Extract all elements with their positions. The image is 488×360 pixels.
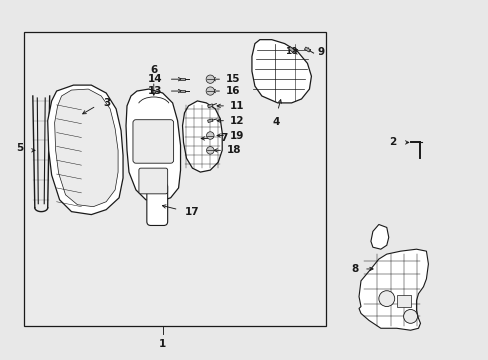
Text: 10: 10 (285, 47, 297, 56)
Polygon shape (48, 85, 123, 215)
Text: 13: 13 (148, 86, 163, 96)
Text: 3: 3 (103, 98, 110, 108)
Text: 2: 2 (388, 138, 396, 148)
Text: 9: 9 (317, 46, 324, 57)
Text: 4: 4 (271, 117, 279, 127)
Polygon shape (126, 89, 180, 202)
Text: 18: 18 (227, 145, 241, 156)
Text: 8: 8 (351, 264, 358, 274)
Polygon shape (304, 47, 310, 52)
Text: 5: 5 (17, 143, 24, 153)
Text: 14: 14 (148, 74, 163, 84)
Polygon shape (288, 47, 294, 52)
Circle shape (206, 87, 214, 95)
Polygon shape (370, 225, 388, 249)
Circle shape (206, 132, 214, 139)
Polygon shape (251, 40, 311, 103)
FancyBboxPatch shape (146, 183, 167, 225)
Polygon shape (180, 90, 184, 92)
Text: 16: 16 (225, 86, 240, 96)
Polygon shape (207, 104, 213, 108)
Polygon shape (207, 119, 213, 122)
Circle shape (403, 310, 417, 323)
Bar (24, 32, 325, 326)
Text: 17: 17 (184, 207, 199, 217)
Text: 12: 12 (230, 116, 244, 126)
Text: 6: 6 (150, 65, 157, 75)
FancyBboxPatch shape (133, 120, 173, 163)
FancyBboxPatch shape (396, 294, 410, 306)
Text: 7: 7 (220, 134, 227, 144)
Text: 1: 1 (159, 339, 166, 349)
Polygon shape (358, 249, 427, 330)
Polygon shape (182, 101, 222, 172)
FancyBboxPatch shape (139, 168, 167, 194)
Text: 15: 15 (225, 74, 240, 84)
Text: 11: 11 (230, 101, 244, 111)
Text: 19: 19 (230, 131, 244, 140)
Circle shape (206, 75, 214, 83)
Polygon shape (55, 89, 118, 207)
Circle shape (206, 147, 214, 154)
Circle shape (378, 291, 394, 306)
Polygon shape (180, 78, 184, 80)
